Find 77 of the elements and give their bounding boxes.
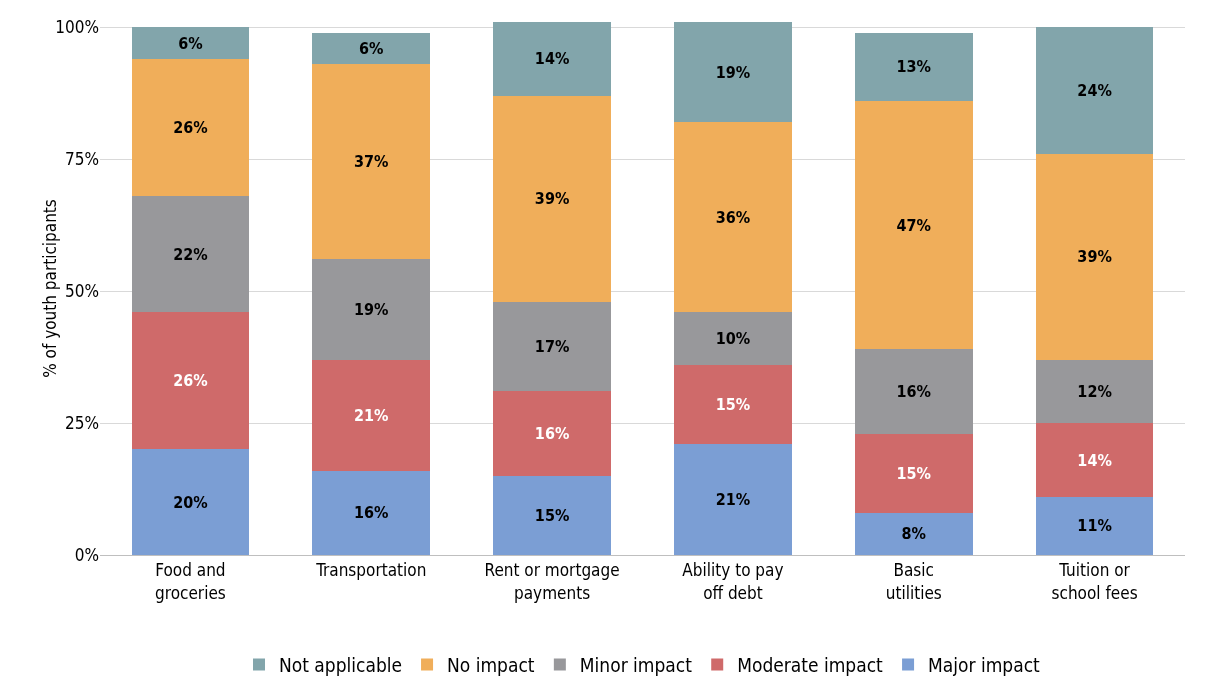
data-label: 16% (534, 424, 570, 444)
data-label: 17% (534, 337, 570, 357)
bar (131, 27, 250, 59)
bar (854, 32, 973, 102)
data-label: 14% (534, 49, 570, 69)
data-label: 21% (354, 405, 389, 425)
x-tick-label: Ability to pay off debt (682, 560, 784, 603)
data-label: 24% (1077, 81, 1112, 101)
bar (312, 32, 431, 65)
data-label: 16% (354, 503, 389, 523)
bar (1035, 153, 1154, 360)
y-tick-label: 75% (65, 149, 99, 170)
y-tick-label: 25% (65, 413, 99, 434)
data-label: 11% (1077, 516, 1112, 536)
data-label: 19% (354, 300, 389, 320)
x-tick-label: Basic utilities (885, 560, 942, 603)
bar (312, 470, 431, 555)
legend-label: Minor impact (579, 653, 693, 676)
x-tick-label: Transportation (315, 560, 427, 581)
data-label: 39% (1077, 247, 1112, 267)
y-tick-label: 100% (55, 17, 99, 38)
data-label: 37% (354, 152, 389, 172)
data-label: 26% (173, 118, 208, 138)
data-label: 15% (534, 505, 570, 525)
bar (493, 391, 611, 476)
data-label: 39% (534, 189, 570, 209)
bar (674, 122, 792, 313)
bar (854, 349, 973, 434)
legend-label: Moderate impact (737, 653, 884, 676)
data-label: 8% (901, 524, 926, 544)
bar (1035, 496, 1154, 555)
bar (493, 95, 611, 302)
data-label: 20% (173, 492, 208, 512)
data-label: 14% (1077, 450, 1112, 470)
y-axis-title: % of youth participants (40, 199, 60, 378)
bar (131, 196, 250, 313)
bar (131, 58, 250, 197)
bar (674, 22, 792, 123)
bar (1035, 359, 1154, 424)
legend-label: No impact (447, 653, 535, 676)
legend-label: Not applicable (279, 653, 403, 676)
data-label: 6% (178, 33, 203, 53)
bar (854, 101, 973, 350)
y-tick-label: 0% (74, 544, 99, 565)
bar (1035, 423, 1154, 497)
bar (854, 512, 973, 555)
bar (493, 301, 611, 392)
data-label: 16% (896, 381, 931, 401)
bar (854, 433, 973, 513)
x-tick-label: Rent or mortgage payments (484, 560, 620, 603)
x-tick-label: Food and groceries (155, 560, 226, 603)
data-label: 10% (715, 329, 751, 349)
bar (312, 259, 431, 360)
data-label: 15% (896, 463, 931, 483)
bar (674, 312, 792, 366)
data-label: 21% (715, 490, 751, 510)
data-label: 6% (359, 38, 384, 58)
data-label: 22% (173, 244, 208, 264)
data-label: 26% (173, 371, 208, 391)
bar (674, 444, 792, 555)
data-label: 15% (715, 395, 751, 415)
bar (1035, 27, 1154, 154)
x-tick-label: Tuition or school fees (1051, 560, 1138, 603)
data-label: 36% (715, 207, 751, 227)
y-tick-label: 50% (65, 281, 99, 302)
data-label: 47% (896, 215, 931, 235)
bar (312, 64, 431, 260)
bar (312, 359, 431, 471)
data-label: 19% (715, 62, 751, 82)
data-label: 12% (1077, 381, 1112, 401)
bar (493, 475, 611, 555)
bar (131, 312, 250, 450)
bar (674, 365, 792, 445)
data-label: 13% (896, 57, 931, 77)
legend-label: Major impact (928, 653, 1041, 676)
bar (493, 22, 611, 96)
bar (131, 449, 250, 555)
